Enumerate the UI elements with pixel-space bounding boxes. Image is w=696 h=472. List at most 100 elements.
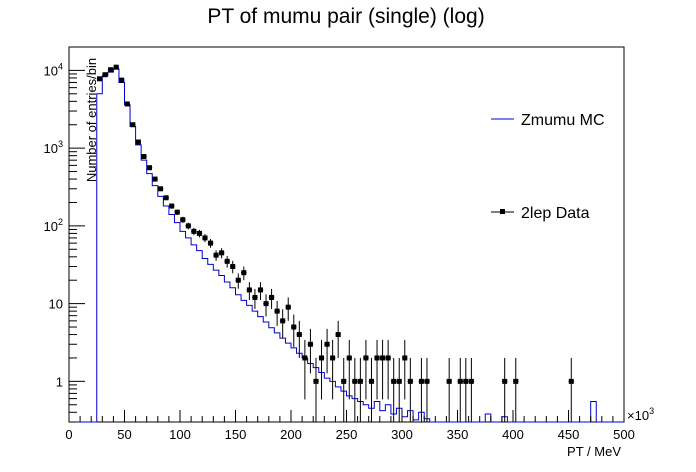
plot-area: 0 50 100 150 200 250 300 350 400 450 500 110102103… bbox=[44, 46, 635, 442]
data-point bbox=[163, 195, 169, 201]
data-point bbox=[324, 328, 330, 374]
data-marker bbox=[402, 355, 408, 361]
x-tick-label: 250 bbox=[336, 427, 358, 442]
data-marker bbox=[208, 240, 214, 246]
data-marker bbox=[263, 301, 269, 307]
data-point bbox=[224, 256, 230, 268]
data-point bbox=[241, 266, 247, 281]
data-marker bbox=[568, 378, 574, 384]
data-point bbox=[152, 176, 158, 182]
x-axis-label: PT / MeV bbox=[567, 444, 621, 459]
data-marker bbox=[141, 154, 147, 160]
data-point bbox=[374, 339, 380, 400]
data-point bbox=[202, 234, 208, 243]
y-tick-label: 102 bbox=[44, 217, 63, 234]
data-marker bbox=[363, 355, 369, 361]
data-marker bbox=[296, 332, 302, 338]
data-point bbox=[130, 122, 136, 128]
data-point bbox=[107, 67, 114, 73]
data-marker bbox=[307, 341, 313, 347]
y-tick-exponent: 2 bbox=[58, 217, 63, 227]
legend-data-label: 2lep Data bbox=[521, 205, 590, 222]
data-marker bbox=[380, 355, 386, 361]
x-tick-label: 300 bbox=[391, 427, 413, 442]
x-tick-label: 400 bbox=[502, 427, 524, 442]
legend-data-marker bbox=[500, 209, 505, 214]
data-point bbox=[252, 288, 258, 309]
y-tick-base: 10 bbox=[44, 63, 58, 78]
data-point bbox=[268, 288, 275, 309]
data-series bbox=[96, 64, 575, 422]
data-point bbox=[318, 339, 325, 400]
data-marker bbox=[158, 186, 164, 192]
chart-title: PT of mumu pair (single) (log) bbox=[207, 5, 484, 28]
data-marker bbox=[185, 223, 191, 229]
y-axis-label: Number of entries/bin bbox=[84, 58, 99, 182]
y-tick-label: 103 bbox=[44, 139, 63, 156]
data-point bbox=[368, 357, 375, 422]
data-point bbox=[191, 227, 197, 236]
data-point bbox=[513, 357, 519, 422]
x-tick-label: 150 bbox=[225, 427, 247, 442]
data-point bbox=[263, 294, 269, 317]
data-point bbox=[174, 209, 180, 216]
data-point bbox=[385, 339, 391, 400]
data-point bbox=[463, 357, 469, 422]
data-marker bbox=[241, 270, 247, 276]
data-point bbox=[424, 357, 430, 422]
data-point bbox=[296, 320, 303, 358]
data-marker bbox=[352, 378, 358, 384]
data-point bbox=[363, 339, 369, 400]
data-point bbox=[207, 239, 214, 248]
data-marker bbox=[313, 378, 319, 384]
data-marker bbox=[180, 217, 186, 223]
data-marker bbox=[108, 67, 114, 73]
mc-series bbox=[69, 68, 624, 423]
data-point bbox=[340, 357, 347, 422]
data-point bbox=[274, 300, 280, 326]
data-marker bbox=[391, 378, 397, 384]
data-marker bbox=[219, 250, 225, 256]
mc-step-histogram bbox=[69, 68, 624, 423]
data-marker bbox=[407, 378, 413, 384]
data-marker bbox=[146, 165, 152, 171]
data-marker bbox=[330, 355, 336, 361]
data-point bbox=[285, 297, 291, 321]
data-marker bbox=[230, 264, 236, 270]
data-marker bbox=[196, 230, 202, 236]
data-marker bbox=[513, 378, 519, 384]
y-tick-base: 10 bbox=[44, 141, 58, 156]
data-marker bbox=[169, 203, 175, 209]
data-point bbox=[229, 260, 236, 274]
data-point bbox=[390, 357, 397, 422]
data-marker bbox=[191, 228, 197, 234]
data-point bbox=[291, 314, 297, 348]
legend-mc-label: Zmumu MC bbox=[521, 112, 605, 129]
data-point bbox=[113, 64, 119, 70]
data-point bbox=[135, 139, 142, 145]
legend-entry-data: 2lep Data bbox=[491, 205, 590, 222]
data-marker bbox=[463, 378, 469, 384]
data-marker bbox=[246, 287, 252, 293]
data-marker bbox=[346, 355, 352, 361]
data-point bbox=[218, 248, 225, 259]
y-tick-exponent: 4 bbox=[58, 61, 63, 71]
data-marker bbox=[446, 378, 452, 384]
y-tick-exponent: 3 bbox=[58, 139, 63, 149]
data-point bbox=[196, 229, 203, 238]
data-marker bbox=[274, 308, 280, 314]
data-marker bbox=[124, 101, 130, 107]
data-point bbox=[102, 72, 108, 78]
data-point bbox=[168, 203, 175, 209]
data-point bbox=[246, 282, 253, 301]
data-marker bbox=[374, 355, 380, 361]
x-tick-label: 200 bbox=[280, 427, 302, 442]
data-point bbox=[407, 357, 414, 422]
y-tick-label: 1 bbox=[56, 374, 63, 389]
data-marker bbox=[97, 76, 103, 82]
data-marker bbox=[257, 287, 263, 293]
data-point bbox=[568, 357, 575, 422]
data-marker bbox=[224, 258, 230, 264]
